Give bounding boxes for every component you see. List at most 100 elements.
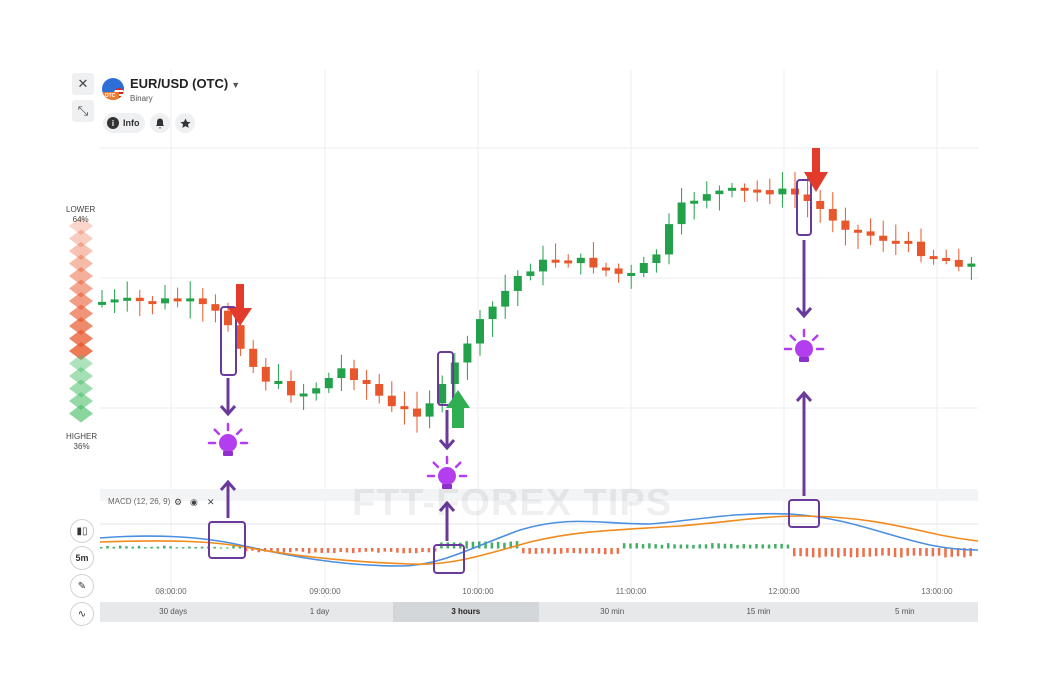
candle [791,188,799,195]
time-label: 13:00:00 [921,587,953,596]
candles-icon: ▮▯ [76,525,88,537]
macd-bar [704,544,708,549]
candle [450,362,459,385]
macd-bar [559,548,563,554]
candle [639,262,648,273]
macd-bar [572,548,575,554]
sentiment-marker [69,254,93,273]
close-indicator-icon[interactable]: ✕ [207,497,215,507]
annotation-arrow-head [219,405,237,417]
lower-pct: 64% [72,215,89,224]
flag-icon [114,88,124,98]
eye-icon[interactable]: ◉ [190,497,198,507]
macd-bar [748,544,752,549]
period-3-hours[interactable]: 3 hours [392,602,539,622]
sentiment-marker [69,242,93,260]
star-icon [179,117,191,128]
bulb-ray [213,428,221,436]
sentiment-marker [69,367,93,385]
macd-bar [635,543,638,549]
macd-bar [251,548,254,551]
info-button[interactable]: i Info [103,113,145,133]
signal-box-macd [208,521,246,559]
gear-icon[interactable]: ⚙ [174,497,183,507]
candle [400,406,409,410]
close-button[interactable]: ✕ [72,73,94,95]
candle [337,368,346,378]
macd-bar [730,543,733,549]
asset-selector[interactable]: EUR/USD (OTC) ▼ [130,76,240,91]
macd-bar [219,547,223,549]
candle [564,260,573,264]
sentiment-marker [69,267,93,285]
favorite-button[interactable] [175,113,195,133]
candle [110,299,119,303]
wave-icon: ∿ [77,608,87,620]
macd-bar [377,548,380,553]
higher-label: HIGHER [66,432,98,441]
signal-box-macd [433,544,465,574]
signal-box-macd [788,499,820,528]
sell-arrow-icon [228,284,252,326]
macd-bar [496,541,500,549]
macd-bar [837,548,840,558]
macd-bar [937,548,941,556]
macd-bar [868,548,872,557]
alerts-button[interactable] [150,113,170,133]
macd-bar [667,543,670,549]
candle [740,187,749,191]
period-1-day[interactable]: 1 day [309,607,330,616]
macd-bar [553,548,557,555]
indicators-button[interactable]: ∿ [70,602,94,626]
macd-bar [585,548,588,554]
candle [438,384,447,404]
signal-box-candle [220,306,237,376]
annotation-arrow-up [795,390,813,496]
macd-bar [181,547,185,549]
candle [690,200,699,204]
period-30-min[interactable]: 30 min [600,607,625,616]
macd-bar [194,546,197,549]
macd-bar [805,548,809,557]
macd-bar [118,545,122,549]
candle [274,380,283,384]
chart-frame [62,68,978,628]
period-5-min[interactable]: 5 min [895,607,915,616]
macd-bar [931,548,935,557]
period-30-days[interactable]: 30 days [159,607,188,616]
candle [576,257,585,264]
candle [702,194,711,201]
otc-badge: OTC [102,92,119,100]
collapse-button[interactable]: ⤡ [72,100,94,122]
macd-bar [270,548,273,553]
period-selector: 30 days 1 day 3 hours 30 min 15 min 5 mi… [100,602,978,622]
macd-bar [881,548,884,556]
macd-bar [169,546,172,549]
bulb-ray [811,334,819,342]
candle [753,189,762,193]
macd-bar [402,548,405,554]
asset-name: EUR/USD (OTC) [130,76,229,91]
period-15-min[interactable]: 15 min [746,607,771,616]
macd-bar [610,548,613,555]
macd-bar [465,541,468,549]
candle [904,240,913,244]
macd-bar [755,544,758,549]
macd-bar [919,548,922,556]
macd-bar [200,546,204,549]
drawing-tools-button[interactable]: ✎ [70,574,94,598]
candle [551,259,560,263]
pencil-icon: ✎ [77,580,87,592]
macd-bar [900,548,903,558]
candle [299,393,308,397]
chart-type-button[interactable]: ▮▯ [70,519,94,543]
macd-bar [522,548,525,554]
macd-bar [963,548,966,558]
macd-bar [301,548,305,552]
timeframe-button[interactable]: 5m [70,546,94,570]
macd-bar [352,548,355,554]
candle [828,208,837,221]
annotation-arrow-head [795,390,813,402]
candle [387,395,396,407]
